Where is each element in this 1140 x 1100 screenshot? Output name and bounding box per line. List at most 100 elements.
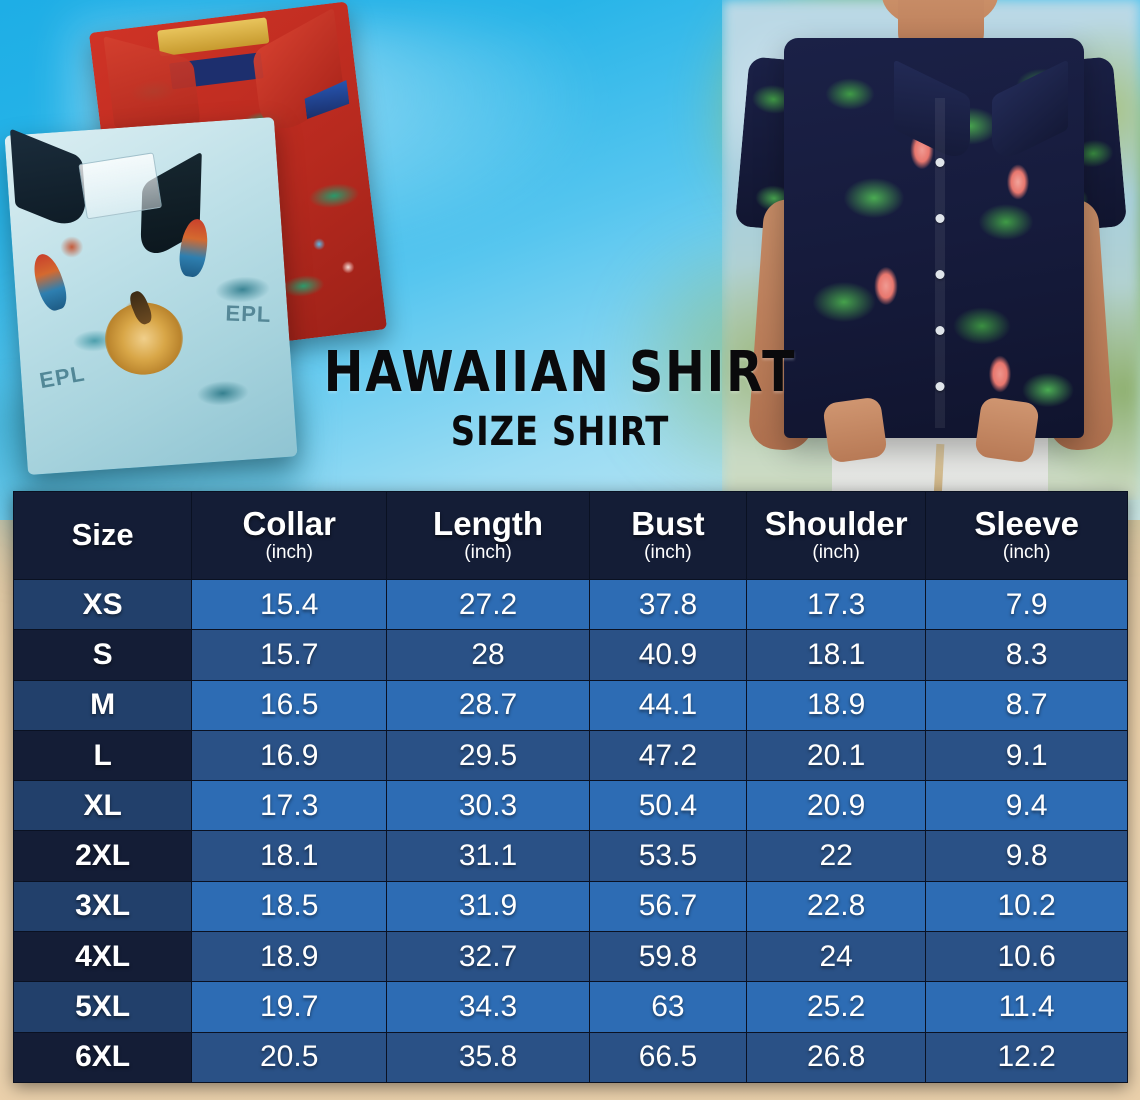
hibiscus-flower-icon xyxy=(102,299,186,378)
cell-shoulder: 22.8 xyxy=(745,880,927,933)
table-row: L 16.9 29.5 47.2 20.1 9.1 xyxy=(12,729,1128,782)
column-header-sleeve: Sleeve (inch) xyxy=(925,491,1128,580)
table-row: 4XL 18.9 32.7 59.8 24 10.6 xyxy=(12,931,1128,983)
fabric-print-text: EPL xyxy=(37,360,87,394)
table-header: Size Collar (inch) Length (inch) Bust (i… xyxy=(12,491,1128,580)
cell-size: 4XL xyxy=(12,931,193,983)
cell-sleeve: 8.3 xyxy=(925,629,1128,681)
cell-bust: 47.2 xyxy=(588,729,747,782)
cell-collar: 15.7 xyxy=(191,629,388,681)
cell-shoulder: 17.3 xyxy=(745,578,927,631)
cell-size: 3XL xyxy=(12,880,193,933)
column-header-unit: (inch) xyxy=(265,541,313,563)
cell-sleeve: 9.1 xyxy=(925,729,1128,782)
cell-sleeve: 9.8 xyxy=(925,830,1128,882)
table-row: 3XL 18.5 31.9 56.7 22.8 10.2 xyxy=(12,880,1128,933)
shirt-button xyxy=(935,382,945,391)
model-hand-left xyxy=(822,396,888,464)
cell-bust: 63 xyxy=(588,981,747,1033)
page-title-block: HAWAIIAN SHIRT SIZE SHIRT xyxy=(300,345,820,457)
page-title: HAWAIIAN SHIRT xyxy=(323,340,797,405)
shirt-placket xyxy=(935,98,945,428)
cell-sleeve: 7.9 xyxy=(925,578,1128,631)
light-blue-hibiscus-parrot-folded-shirt: EPL EPL xyxy=(4,116,298,476)
cell-length: 28.7 xyxy=(386,679,590,731)
cell-collar: 17.3 xyxy=(191,780,388,832)
column-header-label: Shoulder xyxy=(764,505,908,543)
cell-sleeve: 9.4 xyxy=(925,780,1128,832)
cell-bust: 37.8 xyxy=(588,578,747,631)
column-header-label: Sleeve xyxy=(974,505,1079,543)
model-photo xyxy=(722,0,1140,500)
cell-length: 30.3 xyxy=(386,780,590,832)
cell-length: 32.7 xyxy=(386,931,590,983)
cell-sleeve: 8.7 xyxy=(925,679,1128,731)
column-header-unit: (inch) xyxy=(644,541,692,563)
cell-collar: 16.5 xyxy=(191,679,388,731)
column-header-label: Bust xyxy=(631,505,705,543)
table-row: 5XL 19.7 34.3 63 25.2 11.4 xyxy=(12,981,1128,1033)
cell-sleeve: 10.2 xyxy=(925,880,1128,933)
table-header-row: Size Collar (inch) Length (inch) Bust (i… xyxy=(12,491,1128,580)
cell-bust: 66.5 xyxy=(588,1031,747,1084)
column-header-label: Collar xyxy=(242,505,336,543)
table-row: 6XL 20.5 35.8 66.5 26.8 12.2 xyxy=(12,1031,1128,1084)
shirt-button xyxy=(935,326,945,335)
cell-length: 31.1 xyxy=(386,830,590,882)
cell-length: 28 xyxy=(386,629,590,681)
cell-length: 29.5 xyxy=(386,729,590,782)
cell-size: S xyxy=(12,629,193,681)
cell-size: M xyxy=(12,679,193,731)
cell-size: 2XL xyxy=(12,830,193,882)
cell-size: XS xyxy=(12,578,193,631)
cell-collar: 18.5 xyxy=(191,880,388,933)
cell-collar: 20.5 xyxy=(191,1031,388,1084)
cell-bust: 53.5 xyxy=(588,830,747,882)
size-chart-table: Size Collar (inch) Length (inch) Bust (i… xyxy=(12,491,1128,1084)
shirt-collar-left xyxy=(894,59,970,167)
cell-collar: 18.1 xyxy=(191,830,388,882)
cell-collar: 15.4 xyxy=(191,578,388,631)
fabric-print-text: EPL xyxy=(225,300,272,328)
cell-size: 5XL xyxy=(12,981,193,1033)
page-subtitle: SIZE SHIRT xyxy=(450,409,670,455)
table-row: S 15.7 28 40.9 18.1 8.3 xyxy=(12,629,1128,681)
table-row: M 16.5 28.7 44.1 18.9 8.7 xyxy=(12,679,1128,731)
cell-size: 6XL xyxy=(12,1031,193,1084)
cell-length: 27.2 xyxy=(386,578,590,631)
cell-shoulder: 24 xyxy=(745,931,927,983)
cell-shoulder: 18.9 xyxy=(745,679,927,731)
cell-size: L xyxy=(12,729,193,782)
cell-bust: 44.1 xyxy=(588,679,747,731)
cell-shoulder: 22 xyxy=(745,830,927,882)
brand-label-band xyxy=(157,17,270,57)
cell-sleeve: 12.2 xyxy=(925,1031,1128,1084)
column-header-unit: (inch) xyxy=(1002,541,1051,563)
shirt-collar-right xyxy=(992,59,1068,167)
cell-shoulder: 18.1 xyxy=(745,629,927,681)
table-body: XS 15.4 27.2 37.8 17.3 7.9 S 15.7 28 40.9 18.1 8.3 M… xyxy=(12,578,1128,1084)
column-header-unit: (inch) xyxy=(464,541,512,563)
cell-bust: 50.4 xyxy=(588,780,747,832)
column-header-collar: Collar (inch) xyxy=(191,491,388,580)
column-header-label: Length xyxy=(433,505,544,543)
shirt-button xyxy=(935,158,945,167)
column-header-length: Length (inch) xyxy=(386,491,590,580)
shirt-collar-left xyxy=(9,128,88,236)
cell-collar: 16.9 xyxy=(191,729,388,782)
cell-length: 34.3 xyxy=(386,981,590,1033)
cell-shoulder: 20.1 xyxy=(745,729,927,782)
cell-bust: 59.8 xyxy=(588,931,747,983)
cell-size: XL xyxy=(12,780,193,832)
table-row: XL 17.3 30.3 50.4 20.9 9.4 xyxy=(12,780,1128,832)
cell-collar: 18.9 xyxy=(191,931,388,983)
table-row: 2XL 18.1 31.1 53.5 22 9.8 xyxy=(12,830,1128,882)
parrot-motif-icon xyxy=(28,250,72,314)
size-chart-table-wrapper: Size Collar (inch) Length (inch) Bust (i… xyxy=(12,491,1128,1084)
column-header-label: Size xyxy=(71,517,134,553)
cell-length: 35.8 xyxy=(386,1031,590,1084)
cell-bust: 56.7 xyxy=(588,880,747,933)
table-row: XS 15.4 27.2 37.8 17.3 7.9 xyxy=(12,578,1128,631)
column-header-shoulder: Shoulder (inch) xyxy=(745,491,927,580)
chest-pocket xyxy=(78,152,163,220)
